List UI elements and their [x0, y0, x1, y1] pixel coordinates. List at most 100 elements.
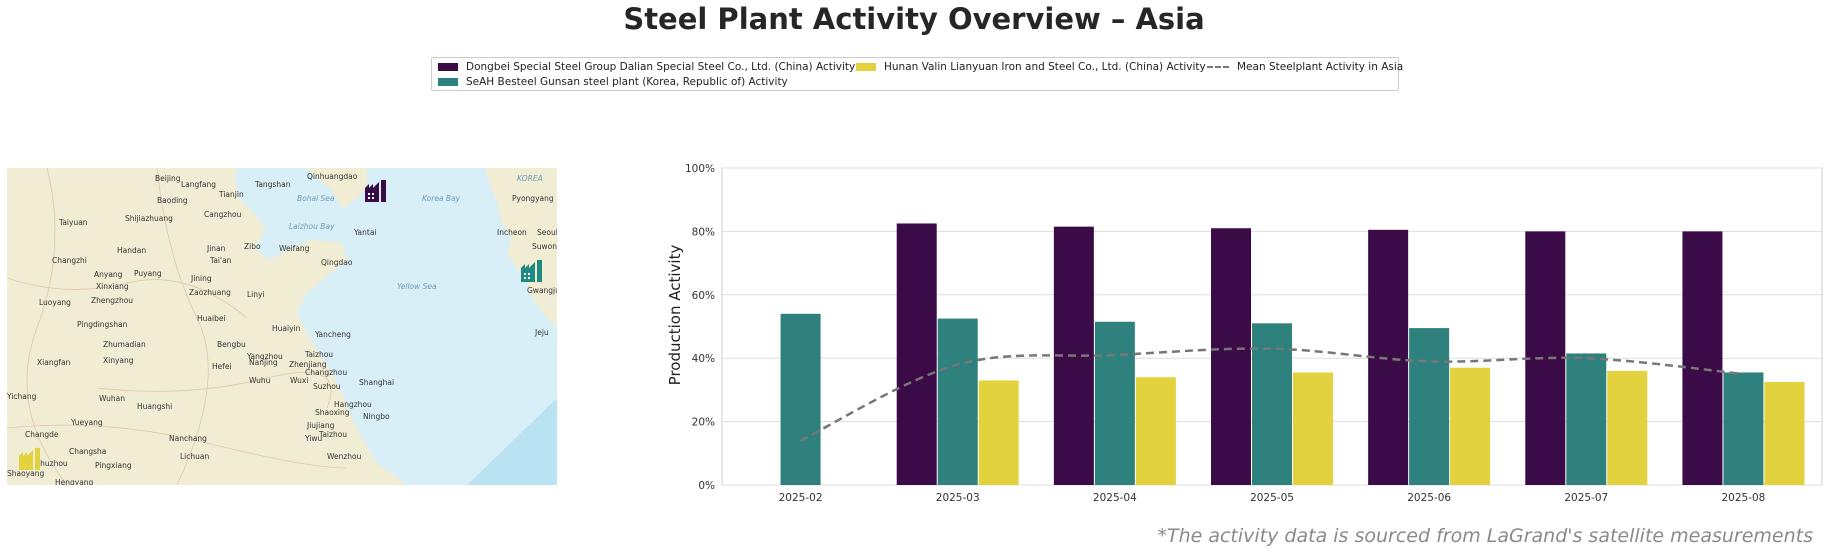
map-city-label: Xiangfan	[37, 358, 71, 367]
legend-label-seah: SeAH Besteel Gunsan steel plant (Korea, …	[466, 76, 788, 88]
map-city-label: Zhenjiang	[289, 360, 327, 369]
map-city-label: Shijiazhuang	[125, 214, 173, 223]
map-city-label: Taizhou	[318, 430, 347, 439]
map-city-label: Hefei	[212, 362, 232, 371]
map-city-label: Handan	[117, 246, 146, 255]
legend-item-seah: SeAH Besteel Gunsan steel plant (Korea, …	[438, 76, 788, 88]
map-city-label: Yiwu	[304, 434, 323, 443]
map-city-label: Tai'an	[209, 256, 232, 265]
y-tick-label: 20%	[692, 417, 715, 429]
map-sea-deep	[467, 398, 557, 485]
x-tick-label: 2025-06	[1407, 492, 1451, 504]
x-tick-label: 2025-07	[1564, 492, 1608, 504]
map-city-label: Gwangju	[527, 286, 557, 295]
legend-swatch-dongbei	[438, 63, 458, 71]
map-city-label: Luoyang	[39, 298, 71, 307]
map-city-label: Baoding	[157, 196, 188, 205]
bar-dongbei-2025-08	[1682, 231, 1723, 485]
bar-hunan-2025-07	[1607, 370, 1648, 485]
map-city-label: Changzhou	[305, 368, 347, 377]
map-city-label: Shanghai	[359, 378, 394, 387]
map-city-label: Bohai Sea	[297, 194, 335, 203]
legend-swatch-seah	[438, 78, 458, 86]
map-marker-seah	[521, 260, 542, 282]
map-sea	[235, 168, 557, 485]
bar-dongbei-2025-05	[1211, 228, 1251, 486]
bar-seah-2025-06	[1409, 328, 1450, 485]
y-axis-label: Production Activity	[666, 245, 684, 386]
map-city-label: Jinan	[206, 244, 226, 253]
map-city-label: Taizhou	[304, 350, 333, 359]
map-city-label: Puyang	[134, 269, 162, 278]
map-city-label: Xinyang	[103, 356, 134, 365]
map-city-label: Laizhou Bay	[289, 222, 335, 231]
legend-item-mean: Mean Steelplant Activity in Asia	[1207, 61, 1403, 73]
y-tick-label: 60%	[692, 290, 715, 302]
map-city-label: Huaiyin	[272, 324, 301, 333]
bar-dongbei-2025-07	[1525, 231, 1566, 485]
map-city-label: Jiujiang	[306, 421, 335, 430]
x-tick-label: 2025-08	[1721, 492, 1765, 504]
map-city-label: Hengyang	[55, 478, 94, 485]
bar-seah-2025-07	[1566, 353, 1607, 485]
x-tick-label: 2025-05	[1250, 492, 1294, 504]
map-city-label: KOREA	[517, 174, 543, 183]
map-city-label: Nanchang	[169, 434, 207, 443]
map-city-label: Lichuan	[180, 452, 209, 461]
map-city-label: Anyang	[94, 270, 123, 279]
map-city-label: Pingxiang	[95, 461, 132, 470]
map-city-label: Beijing	[155, 174, 181, 183]
bar-seah-2025-02	[780, 313, 821, 485]
map-city-label: Yellow Sea	[397, 282, 437, 291]
map-city-label: Shaoxing	[315, 408, 350, 417]
bar-seah-2025-04	[1094, 321, 1135, 485]
mean-activity-line	[800, 347, 1744, 442]
map-city-label: Cangzhou	[204, 210, 242, 219]
legend-swatch-mean	[1207, 66, 1229, 68]
legend-swatch-hunan	[856, 63, 876, 71]
chart-grid	[721, 167, 1823, 486]
map-city-label: Korea Bay	[422, 194, 461, 203]
bar-seah-2025-03	[937, 318, 978, 485]
map-city-label: Nanjing	[249, 358, 278, 367]
map-borders	[7, 168, 348, 485]
map-city-label: Changde	[25, 430, 59, 439]
legend-label-dongbei: Dongbei Special Steel Group Dalian Speci…	[466, 61, 856, 73]
map-city-label: Zhumadian	[103, 340, 146, 349]
map-city-label: Yangzhou	[246, 352, 283, 361]
map-city-label: Changsha	[69, 447, 106, 456]
map-city-label: Incheon	[497, 228, 527, 237]
chart-x-ticks: 2025-02 2025-03 2025-04 2025-05 2025-06 2025-…	[779, 492, 1766, 504]
map-marker-dongbei	[365, 180, 386, 202]
map-city-label: Tangshan	[254, 180, 291, 189]
map-city-label: Xinxiang	[96, 282, 129, 291]
y-tick-label: 80%	[692, 226, 715, 238]
x-tick-label: 2025-02	[779, 492, 823, 504]
bar-hunan-2025-06	[1450, 367, 1491, 485]
map-city-label: Zaozhuang	[189, 288, 231, 297]
x-tick-label: 2025-03	[936, 492, 980, 504]
map-city-label: Tianjin	[218, 190, 244, 199]
map-liaodong-peninsula	[307, 168, 367, 208]
map-city-label: Zhengzhou	[91, 296, 133, 305]
map-marker-hunan	[19, 448, 40, 470]
map-city-label: Wuxi	[290, 376, 308, 385]
legend-item-hunan: Hunan Valin Lianyuan Iron and Steel Co.,…	[856, 61, 1206, 73]
bar-hunan-2025-05	[1293, 372, 1333, 485]
chart-y-ticks: 0% 20% 40% 60% 80% 100%	[685, 163, 715, 492]
map-city-label: Suzhou	[313, 382, 341, 391]
map-city-label: Linyi	[247, 290, 265, 299]
map-city-label: Pyongyang	[512, 194, 554, 203]
map-city-label: Huaibei	[197, 314, 226, 323]
source-note: *The activity data is sourced from LaGra…	[1157, 525, 1813, 547]
chart-bars	[780, 223, 1805, 486]
bar-seah-2025-08	[1723, 372, 1764, 485]
map-city-label: Jeju	[534, 328, 549, 337]
map-city-label: Langfang	[181, 180, 216, 189]
map-shandong-peninsula	[269, 240, 347, 286]
bar-dongbei-2025-03	[896, 223, 937, 485]
map-city-label: Qinhuangdao	[307, 172, 358, 181]
plot-frame	[721, 167, 1823, 486]
map-city-label: Shaoyang	[7, 469, 44, 478]
